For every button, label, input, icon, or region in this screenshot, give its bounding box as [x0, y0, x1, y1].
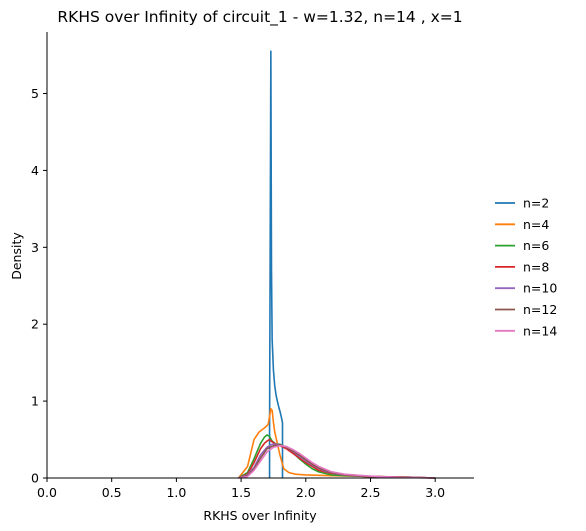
x-tick-label: 1.0: [166, 485, 186, 500]
x-axis-label: RKHS over Infinity: [203, 508, 317, 523]
x-axis-ticks: 0.0 0.5 1.0 1.5 2.0 2.5 3.0: [37, 478, 445, 500]
legend-label: n=14: [523, 323, 557, 338]
y-tick-label: 5: [31, 86, 39, 101]
legend: n=2 n=4 n=6 n=8 n=10 n=12 n=14: [495, 196, 557, 338]
y-tick-label: 0: [31, 471, 39, 486]
y-tick-label: 1: [31, 394, 39, 409]
x-tick-label: 0.0: [37, 485, 57, 500]
series-line-n-14: [238, 444, 436, 479]
y-tick-label: 3: [31, 240, 39, 255]
x-tick-label: 2.5: [361, 485, 381, 500]
x-tick-label: 2.0: [296, 485, 316, 500]
y-axis-label: Density: [9, 232, 24, 280]
chart-title: RKHS over Infinity of circuit_1 - w=1.32…: [57, 8, 462, 27]
y-axis-ticks: 0 1 2 3 4 5: [31, 86, 47, 486]
legend-label: n=2: [523, 196, 549, 211]
x-tick-label: 3.0: [425, 485, 445, 500]
legend-label: n=10: [523, 281, 557, 296]
x-tick-label: 1.5: [231, 485, 251, 500]
plot-area: [237, 50, 436, 479]
x-tick-label: 0.5: [102, 485, 122, 500]
legend-label: n=6: [523, 238, 549, 253]
series-line-n-2: [268, 50, 284, 478]
y-tick-label: 4: [31, 163, 39, 178]
legend-label: n=12: [523, 302, 557, 317]
legend-label: n=8: [523, 259, 549, 274]
series-line-n-4: [237, 407, 436, 479]
legend-label: n=4: [523, 217, 549, 232]
y-tick-label: 2: [31, 317, 39, 332]
